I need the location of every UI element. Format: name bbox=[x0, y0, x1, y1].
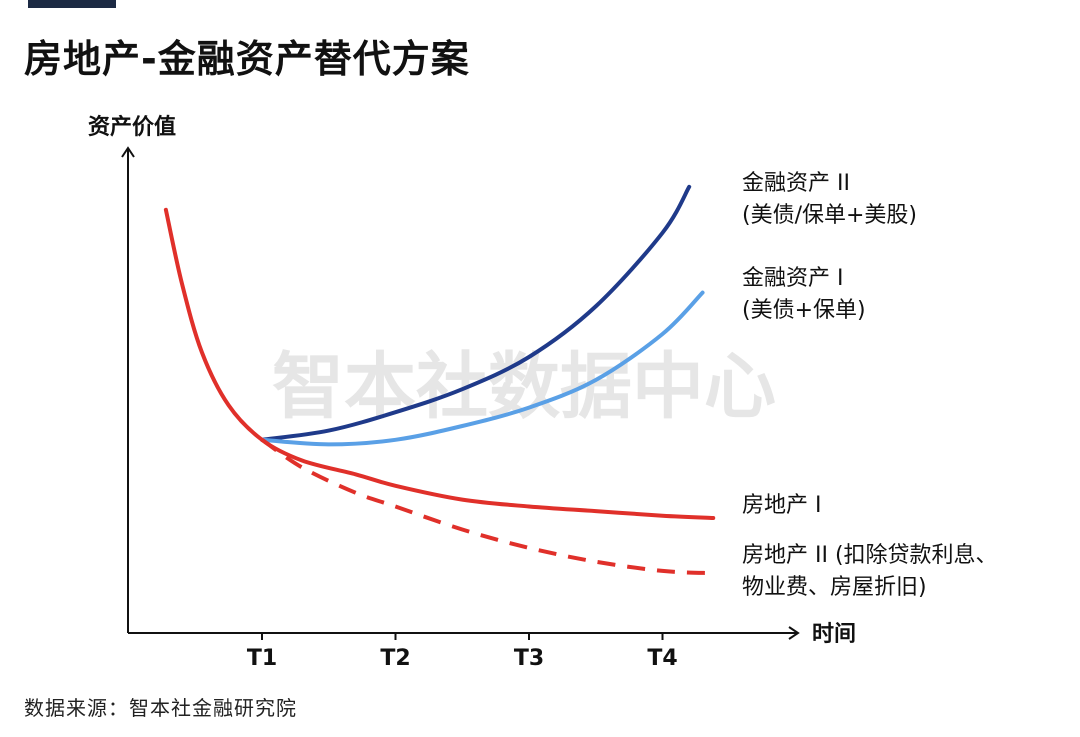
watermark: 智本社数据中心 bbox=[272, 345, 776, 429]
series-label-financial-asset-2-line-2: (美债/保单+美股) bbox=[742, 203, 917, 228]
page-title: 房地产-金融资产替代方案 bbox=[24, 37, 470, 81]
series-line-real-estate-1 bbox=[163, 207, 716, 520]
series-label-financial-asset-2-line-1: 金融资产 II bbox=[742, 171, 850, 196]
series-label-real-estate-1-line-1: 房地产 I bbox=[742, 493, 821, 518]
series-line-real-estate-2 bbox=[260, 438, 714, 576]
series-label-financial-asset-1-line-2: (美债+保单) bbox=[742, 298, 866, 323]
x-tick-label-T3: T3 bbox=[514, 646, 544, 671]
series-label-real-estate-2-line-1: 房地产 II (扣除贷款利息、 bbox=[742, 543, 998, 568]
series-line-financial-asset-2 bbox=[260, 184, 692, 442]
series-label-real-estate-2-line-2: 物业费、房屋折旧) bbox=[742, 575, 927, 600]
series-labels: 金融资产 II (美债/保单+美股) 金融资产 I (美债+保单) 房地产 I 房地产 I… bbox=[742, 171, 998, 600]
x-tick-label-T4: T4 bbox=[647, 646, 677, 671]
x-tick-label-T2: T2 bbox=[380, 646, 410, 671]
data-source: 数据来源：智本社金融研究院 bbox=[24, 696, 297, 720]
x-tick-label-T1: T1 bbox=[247, 646, 277, 671]
series-layer bbox=[163, 184, 716, 576]
x-axis-arrow bbox=[788, 626, 800, 640]
y-axis-arrow bbox=[121, 146, 135, 158]
y-axis-label: 资产价值 bbox=[88, 114, 176, 140]
series-label-financial-asset-1-line-1: 金融资产 I bbox=[742, 266, 843, 291]
series-line-financial-asset-1 bbox=[260, 290, 705, 447]
x-axis-label: 时间 bbox=[812, 622, 856, 647]
top-accent-bar bbox=[28, 0, 116, 8]
